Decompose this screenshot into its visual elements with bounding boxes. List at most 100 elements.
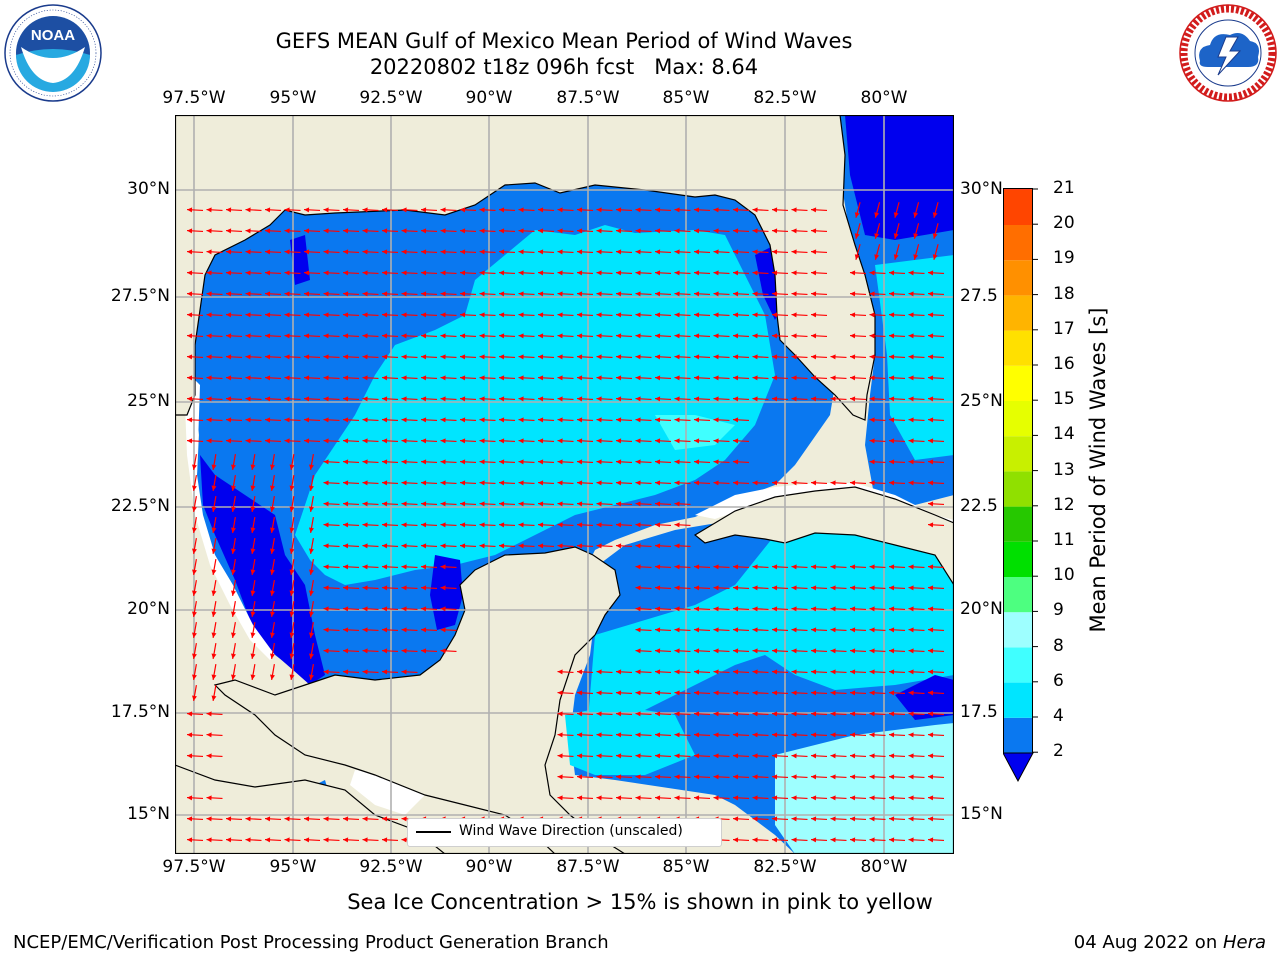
- wave-direction-arrow: [849, 648, 867, 654]
- wave-direction-arrow: [752, 816, 769, 822]
- wave-direction-arrow: [440, 270, 457, 276]
- wave-direction-arrow: [713, 207, 730, 213]
- wave-direction-arrow: [771, 333, 789, 339]
- wave-direction-arrow: [596, 459, 613, 465]
- wave-direction-arrow: [713, 774, 730, 780]
- wave-direction-arrow: [849, 711, 867, 717]
- wave-direction-arrow: [771, 837, 789, 843]
- wave-direction-arrow: [713, 669, 730, 675]
- caribbean-east-lt2s: [895, 675, 954, 720]
- wave-direction-arrow: [289, 496, 295, 512]
- wave-direction-arrow: [849, 585, 867, 591]
- wave-direction-arrow: [771, 228, 789, 234]
- wave-direction-arrow: [576, 522, 594, 528]
- wave-direction-arrow: [830, 690, 847, 696]
- wave-direction-arrow: [323, 585, 340, 591]
- wave-direction-arrow: [440, 501, 457, 507]
- wave-direction-arrow: [732, 606, 750, 612]
- wave-direction-arrow: [440, 438, 457, 444]
- wave-direction-arrow: [635, 711, 652, 717]
- wave-direction-arrow: [303, 417, 321, 423]
- wave-direction-arrow: [869, 375, 886, 381]
- colorbar-extend-triangle: [1002, 752, 1034, 783]
- wave-direction-arrow: [596, 291, 613, 297]
- wave-direction-arrow: [401, 396, 418, 402]
- wave-direction-arrow: [869, 732, 886, 738]
- wave-direction-arrow: [323, 228, 340, 234]
- wave-direction-arrow: [479, 312, 496, 318]
- wave-direction-arrow: [869, 711, 886, 717]
- wave-direction-arrow: [791, 480, 808, 486]
- wave-direction-arrow: [908, 732, 925, 738]
- wave-direction-arrow: [289, 580, 295, 596]
- wave-direction-arrow: [498, 480, 516, 486]
- wave-direction-arrow: [830, 837, 847, 843]
- wave-direction-arrow: [381, 459, 399, 465]
- wave-direction-arrow: [888, 585, 906, 591]
- latitude-tick-right: 22.5: [960, 496, 998, 516]
- wave-direction-arrow: [211, 538, 217, 554]
- wave-direction-arrow: [635, 333, 652, 339]
- wave-direction-arrow: [342, 627, 360, 633]
- wave-direction-arrow: [615, 228, 633, 234]
- wave-direction-arrow: [264, 354, 282, 360]
- wave-direction-arrow: [309, 454, 314, 470]
- wave-direction-arrow: [284, 249, 301, 255]
- wave-direction-arrow: [420, 459, 438, 465]
- wave-direction-arrow: [576, 501, 594, 507]
- wave-direction-arrow: [518, 375, 535, 381]
- wave-direction-arrow: [693, 375, 711, 381]
- wave-direction-arrow: [713, 753, 730, 759]
- wave-direction-arrow: [362, 312, 379, 318]
- wave-direction-arrow: [752, 270, 769, 276]
- wave-direction-arrow: [752, 375, 769, 381]
- wave-direction-arrow: [323, 606, 340, 612]
- wave-direction-arrow: [830, 711, 847, 717]
- wave-direction-arrow: [192, 643, 197, 659]
- wave-direction-arrow: [420, 606, 438, 612]
- wave-direction-arrow: [810, 585, 828, 591]
- wave-direction-arrow: [635, 228, 652, 234]
- wave-direction-arrow: [693, 396, 711, 402]
- wave-direction-arrow: [732, 837, 750, 843]
- wave-direction-arrow: [192, 559, 197, 575]
- wave-direction-arrow: [849, 480, 867, 486]
- wave-direction-arrow: [284, 312, 301, 318]
- wave-direction-arrow: [596, 543, 613, 549]
- wave-direction-arrow: [927, 375, 945, 381]
- wave-direction-arrow: [713, 354, 730, 360]
- wave-direction-arrow: [713, 795, 730, 801]
- wave-direction-arrow: [674, 564, 691, 570]
- wave-direction-arrow: [771, 585, 789, 591]
- wave-direction-arrow: [186, 816, 204, 822]
- wave-direction-arrow: [693, 795, 711, 801]
- wave-direction-arrow: [362, 501, 379, 507]
- cuba-island: [693, 486, 954, 587]
- wave-direction-arrow: [927, 774, 945, 780]
- wave-direction-arrow: [225, 375, 243, 381]
- wave-direction-arrow: [362, 270, 379, 276]
- wave-direction-arrow: [752, 354, 769, 360]
- wave-direction-arrow: [849, 795, 867, 801]
- wave-direction-arrow: [893, 202, 900, 218]
- wave-direction-arrow: [440, 543, 457, 549]
- wave-direction-arrow: [874, 202, 881, 218]
- latitude-tick-right: 25°N: [960, 391, 1003, 411]
- central-america-south: [175, 764, 446, 854]
- wave-direction-arrow: [459, 438, 477, 444]
- wave-direction-arrow: [557, 291, 574, 297]
- wave-direction-arrow: [869, 396, 886, 402]
- plot-title-line2: 20220802 t18z 096h fcst Max: 8.64: [369, 55, 759, 79]
- wave-direction-arrow: [231, 664, 236, 680]
- wave-direction-arrow: [420, 207, 438, 213]
- wave-direction-arrow: [289, 601, 295, 617]
- wave-direction-arrow: [303, 438, 321, 444]
- wave-direction-arrow: [927, 501, 945, 507]
- wave-direction-arrow: [264, 228, 282, 234]
- wave-direction-arrow: [186, 291, 204, 297]
- wave-direction-arrow: [289, 475, 295, 491]
- wave-direction-arrow: [342, 207, 360, 213]
- wave-direction-arrow: [440, 207, 457, 213]
- wave-direction-arrow: [303, 354, 321, 360]
- wave-direction-arrow: [854, 202, 861, 218]
